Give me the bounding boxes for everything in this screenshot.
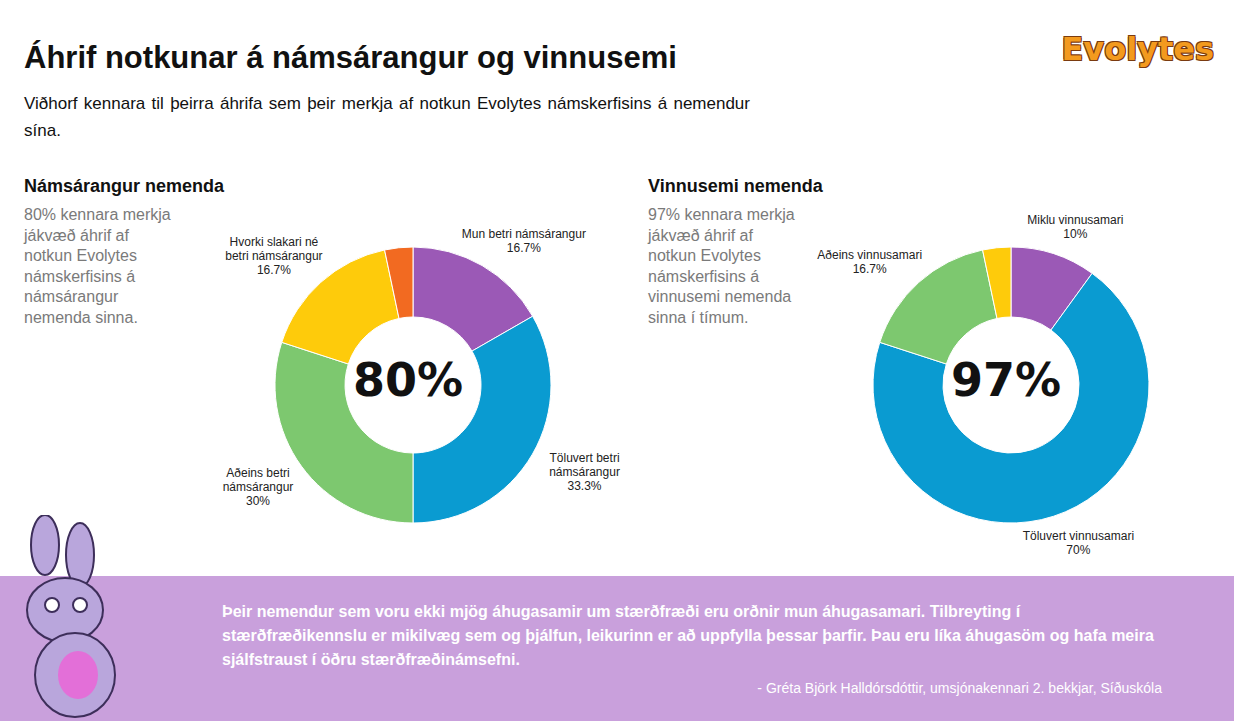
- html-text:Þeir nemendur sem voru ekki mj: Þeir nemendur sem voru ekki mjög áhugasa…: [222, 603, 1154, 668]
- svg-text:Miklu vinnusamari10%: Miklu vinnusamari10%: [1027, 213, 1123, 241]
- svg-text:Aðeins betrinámsárangur30%: Aðeins betrinámsárangur30%: [223, 466, 294, 508]
- html-text:Viðhorf kennara til þeirra áhr: Viðhorf kennara til þeirra áhrifa sem þe…: [24, 94, 750, 140]
- svg-text:Hvorki slakari nébetri námsára: Hvorki slakari nébetri námsárangur16.7%: [225, 235, 322, 277]
- svg-text:Mun betri námsárangur16.7%: Mun betri námsárangur16.7%: [462, 227, 586, 255]
- html-text:Vinnusemi nemenda: Vinnusemi nemenda: [648, 176, 823, 196]
- html-text:80%: 80%: [352, 353, 463, 407]
- html-text:80% kennara merkja jákvæð áhri: 80% kennara merkja jákvæð áhrif af notku…: [24, 206, 171, 326]
- html-text:97% kennara merkja jákvæð áhri: 97% kennara merkja jákvæð áhrif af notku…: [648, 206, 795, 326]
- html-text:Áhrif notkunar á námsárangur o: Áhrif notkunar á námsárangur og vinnusem…: [24, 40, 677, 75]
- html-text:97%: 97%: [950, 353, 1061, 407]
- html-text:Evolytes: Evolytes: [1061, 30, 1214, 68]
- html-text:Námsárangur nemenda: Námsárangur nemenda: [24, 176, 225, 196]
- html-text:- Gréta Björk Halldórsdóttir,: - Gréta Björk Halldórsdóttir, umsjónaken…: [757, 680, 1162, 696]
- svg-text:Aðeins vinnusamari16.7%: Aðeins vinnusamari16.7%: [817, 248, 922, 276]
- svg-text:Töluvert betrinámsárangur33.3%: Töluvert betrinámsárangur33.3%: [549, 451, 620, 493]
- svg-text:Töluvert vinnusamari70%: Töluvert vinnusamari70%: [1023, 529, 1134, 557]
